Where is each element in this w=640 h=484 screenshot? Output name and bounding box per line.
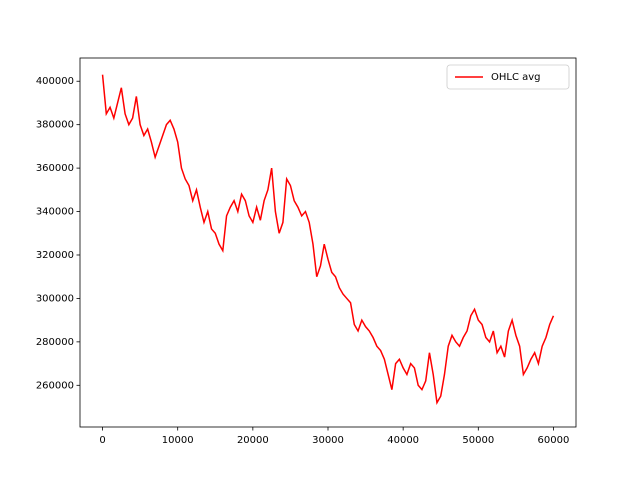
x-tick-label: 50000 [462, 435, 494, 446]
legend-box [446, 64, 570, 90]
x-tick-label: 20000 [237, 435, 269, 446]
y-tick-label: 260000 [36, 380, 74, 391]
y-tick-label: 300000 [36, 293, 74, 304]
x-tick-label: 60000 [538, 435, 570, 446]
x-tick-label: 0 [99, 435, 105, 446]
y-tick-label: 400000 [36, 76, 74, 87]
legend-label: OHLC avg [491, 72, 541, 83]
y-tick-label: 340000 [36, 207, 74, 218]
y-tick-label: 360000 [36, 163, 74, 174]
plot-frame [79, 57, 577, 428]
y-tick-label: 280000 [36, 337, 74, 348]
x-tick-label: 10000 [162, 435, 194, 446]
y-tick-label: 320000 [36, 250, 74, 261]
x-tick-label: 40000 [387, 435, 419, 446]
y-tick-label: 380000 [36, 120, 74, 131]
data-line [101, 74, 555, 405]
x-tick-label: 30000 [312, 435, 344, 446]
